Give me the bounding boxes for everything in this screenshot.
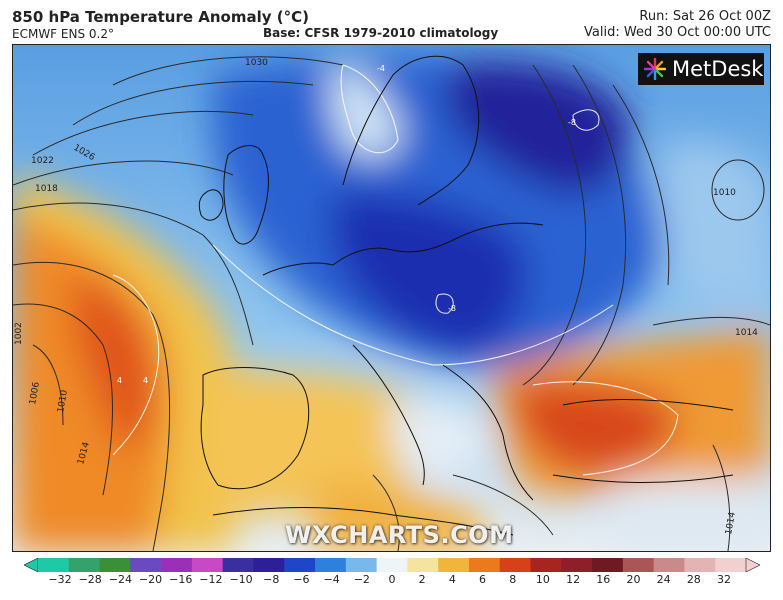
colorbar-tick-label: −28: [78, 573, 102, 586]
colorbar-tick-label: 16: [596, 573, 611, 586]
colorbar-swatch: [530, 558, 562, 572]
colorbar-swatch: [592, 558, 624, 572]
colorbar-left-tip: [23, 557, 39, 573]
isobar-label: 1002: [14, 322, 24, 345]
colorbar-swatch: [222, 558, 254, 572]
colorbar-tick-label: 8: [509, 573, 517, 586]
colorbar-ticks: −32 −28 −24 −20 −16 −12 −10 −8 −6 −4 −2 0 2 4 6 8 10 12 16…: [24, 573, 760, 589]
map-canvas: 1030 1026 1022 1018 1010 1014 1002 1006 …: [13, 45, 770, 551]
colorbar-tick-label: 0: [388, 573, 396, 586]
metdesk-logo-text: MetDesk: [672, 57, 764, 81]
isobar-label: 1010: [56, 389, 70, 414]
anomaly-map: 1030 1026 1022 1018 1010 1014 1002 1006 …: [12, 44, 771, 552]
climatology-base: Base: CFSR 1979-2010 climatology: [263, 26, 499, 40]
colorbar-tick-label: −12: [199, 573, 223, 586]
colorbar-tick-label: −16: [169, 573, 193, 586]
colorbar-swatch: [622, 558, 655, 572]
anomaly-labels: -8 -8 4 4 -4: [117, 64, 576, 385]
colorbar-tick-label: −24: [108, 573, 132, 586]
anomaly-label: 4: [117, 376, 122, 385]
anomaly-contours: [112, 64, 679, 476]
colorbar-swatch: [653, 558, 685, 572]
colorbar-tick-label: −6: [293, 573, 310, 586]
colorbar-swatch: [499, 558, 532, 572]
isobar-label: 1006: [28, 381, 42, 406]
colorbar-swatch: [38, 558, 70, 572]
colorbar-tick-label: −2: [353, 573, 370, 586]
colorbar-tick-label: 12: [566, 573, 581, 586]
colorbar-tick-label: −20: [138, 573, 163, 586]
header-right: Run: Sat 26 Oct 00Z Valid: Wed 30 Oct 00…: [584, 9, 771, 41]
colorbar-tick-label: −4: [323, 573, 340, 586]
colorbar-right-tip: [745, 557, 761, 573]
valid-time: Valid: Wed 30 Oct 00:00 UTC: [584, 25, 771, 40]
colorbar-swatch: [407, 558, 439, 572]
colorbar-swatch: [468, 558, 501, 572]
colorbar-swatch: [284, 558, 316, 572]
colorbar: [23, 557, 761, 573]
colorbar-swatch: [191, 558, 224, 572]
colorbar-tick-label: 10: [535, 573, 550, 586]
colorbar-tick-label: 24: [656, 573, 671, 586]
colorbar-tick-label: 6: [479, 573, 487, 586]
colorbar-swatch: [376, 558, 408, 572]
colorbar-swatch: [130, 558, 162, 572]
colorbar-tick-label: 32: [717, 573, 731, 586]
colorbar-tick-label: 4: [448, 573, 456, 586]
anomaly-shading: [13, 56, 770, 551]
anomaly-label: -8: [448, 304, 456, 313]
metdesk-logo-icon: [644, 58, 666, 80]
anomaly-label: -8: [568, 118, 576, 127]
colorbar-tick-label: 2: [418, 573, 426, 586]
isobar-label: 1030: [245, 58, 268, 68]
colorbar-tick-label: 28: [686, 573, 701, 586]
colorbar-tick-label: −32: [48, 573, 72, 586]
colorbar-tick-label: −10: [229, 573, 253, 586]
colorbar-swatch: [715, 558, 747, 572]
coastlines: [198, 55, 734, 536]
colorbar-tick-label: −8: [263, 573, 280, 586]
model-label: ECMWF ENS 0.2°: [12, 27, 114, 41]
watermark: WXCHARTS.COM: [285, 521, 514, 549]
colorbar-swatch: [684, 558, 716, 572]
colorbar-swatch: [345, 558, 378, 572]
isobar-label: 1018: [35, 184, 58, 194]
colorbar-tick-label: 20: [626, 573, 641, 586]
colorbar-swatch: [561, 558, 593, 572]
colorbar-swatch: [253, 558, 285, 572]
metdesk-logo: MetDesk: [638, 53, 764, 85]
isobar-lines: [13, 56, 770, 551]
colorbar-swatch: [315, 558, 347, 572]
isobar-label: 1014: [735, 328, 758, 338]
anomaly-label: 4: [143, 376, 148, 385]
colorbar-swatch: [161, 558, 193, 572]
colorbar-swatch: [99, 558, 131, 572]
chart-title: 850 hPa Temperature Anomaly (°C): [12, 8, 309, 26]
run-time: Run: Sat 26 Oct 00Z: [639, 9, 771, 24]
colorbar-svg: [23, 557, 761, 573]
anomaly-label: -4: [377, 64, 385, 73]
header-left: 850 hPa Temperature Anomaly (°C) ECMWF E…: [12, 8, 309, 42]
colorbar-swatch: [68, 558, 101, 572]
isobar-label: 1014: [724, 511, 738, 536]
isobar-label: 1010: [713, 188, 736, 198]
colorbar-swatch: [438, 558, 470, 572]
isobar-label: 1022: [31, 156, 54, 166]
